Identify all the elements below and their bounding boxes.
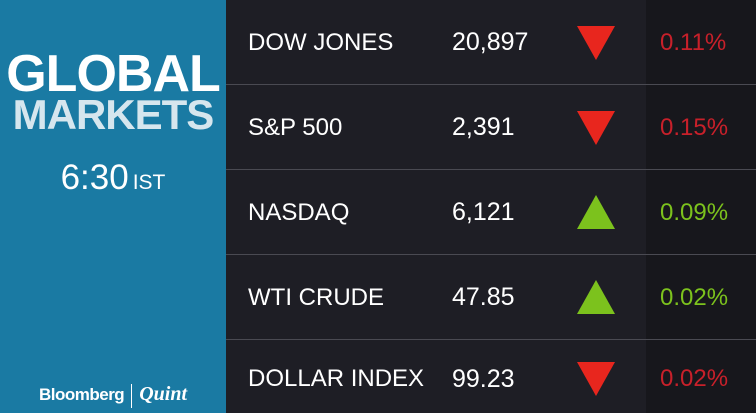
market-value: 2,391: [452, 113, 515, 141]
market-value: 20,897: [452, 28, 529, 56]
market-row-wti-crude: WTI CRUDE 47.85 0.02%: [226, 255, 756, 340]
global-markets-panel: GLOBAL MARKETS 6:30 IST Bloomberg Quint: [0, 0, 226, 413]
time-zone: IST: [132, 171, 166, 194]
time-value: 6:30: [60, 158, 129, 197]
market-value: 99.23: [452, 365, 515, 393]
market-name: NASDAQ: [248, 199, 350, 226]
market-value: 47.85: [452, 283, 515, 311]
markets-table: DOW JONES 20,897 0.11% S&P 500 2,391 0.1…: [226, 0, 756, 413]
market-change: 0.15%: [660, 114, 729, 141]
brand-quint: Quint: [139, 383, 188, 405]
time-display: 6:30 IST: [0, 158, 226, 198]
market-name: DOW JONES: [248, 29, 394, 56]
title-global: GLOBAL: [6, 45, 221, 103]
market-name: S&P 500: [248, 114, 343, 141]
market-value: 6,121: [452, 198, 515, 226]
title-markets: MARKETS: [12, 91, 215, 138]
down-arrow-icon: [577, 362, 615, 396]
brand-divider: [131, 383, 133, 408]
change-column-band: [646, 0, 756, 413]
market-row-dow-jones: DOW JONES 20,897 0.11%: [226, 0, 756, 85]
market-change: 0.02%: [660, 284, 729, 311]
brand-bloomberg: Bloomberg: [38, 385, 125, 404]
down-arrow-icon: [577, 111, 615, 145]
brand-logo: Bloomberg Quint: [0, 380, 226, 409]
up-arrow-icon: [577, 280, 615, 314]
down-arrow-icon: [577, 26, 615, 60]
market-row-nasdaq: NASDAQ 6,121 0.09%: [226, 170, 756, 255]
market-change: 0.02%: [660, 365, 729, 392]
up-arrow-icon: [577, 195, 615, 229]
market-name: WTI CRUDE: [248, 284, 384, 311]
market-change: 0.09%: [660, 199, 729, 226]
market-row-sp-500: S&P 500 2,391 0.15%: [226, 85, 756, 170]
market-name: DOLLAR INDEX: [248, 365, 425, 392]
market-change: 0.11%: [660, 29, 727, 56]
market-row-dollar-index: DOLLAR INDEX 99.23 0.02%: [226, 340, 756, 413]
